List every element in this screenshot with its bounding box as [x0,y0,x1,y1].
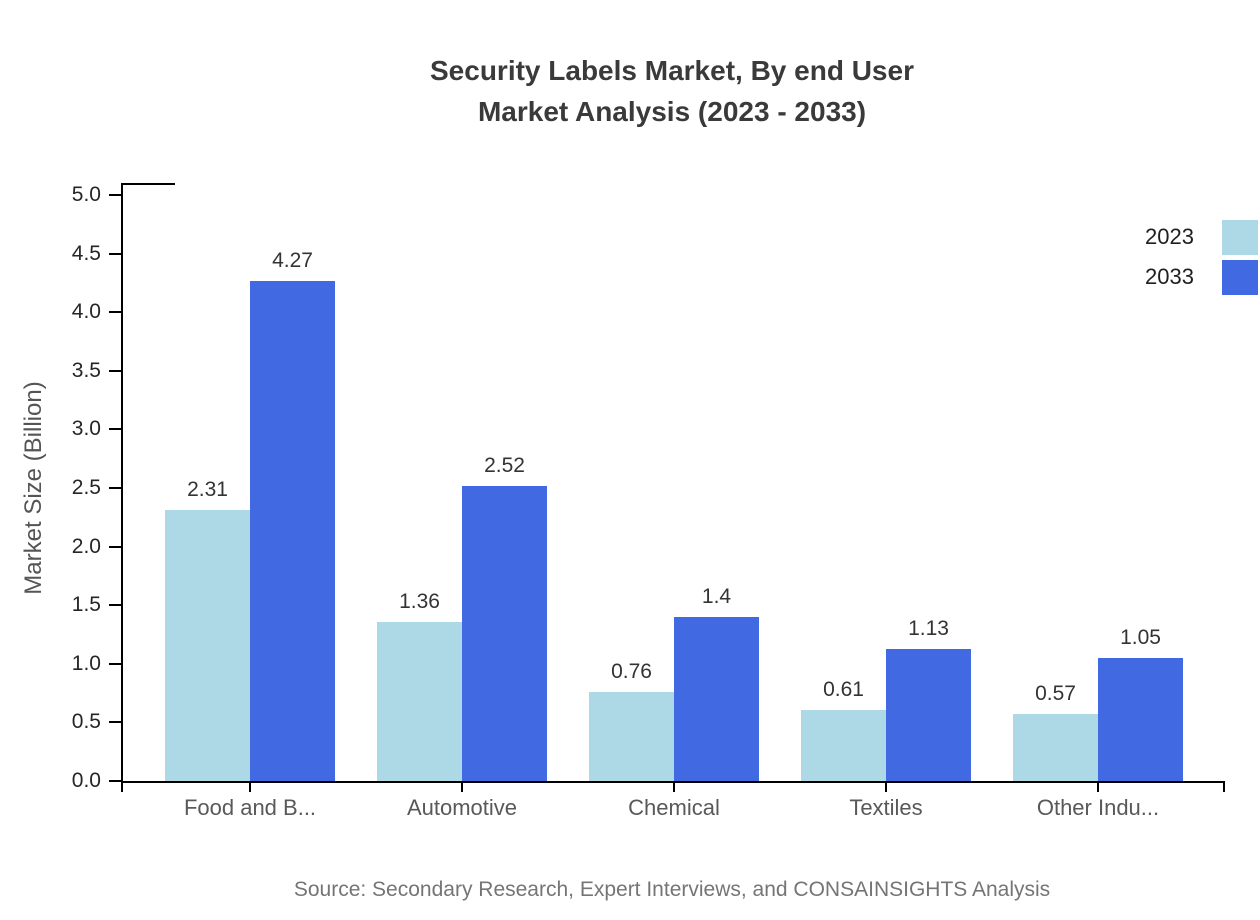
bar-2033-4 [886,649,971,781]
y-axis-tick [109,780,121,782]
x-axis-tick [249,783,251,792]
bar-value-label-2023-4: 0.61 [823,678,864,701]
y-axis-tick [109,428,121,431]
legend-swatch-2033 [1222,259,1258,295]
bar-2023-3 [589,692,674,781]
x-axis-category-label: Chemical [628,795,720,820]
y-axis-tick [109,721,121,724]
y-axis-tick-label: 2.0 [71,534,101,558]
y-axis-spine-extension [121,183,123,195]
bar-2023-4 [801,710,886,781]
y-axis-tick [109,252,121,255]
x-axis-tick [885,783,887,792]
page-title: Security Labels Market, By end User Mark… [121,50,1223,132]
bar-2023-2 [377,622,462,781]
y-axis-tick [109,604,121,607]
plot-area: 0.0 0.5 1.0 1.5 2.0 2.5 3.0 3.5 4.0 4.5 5.0 Food an… [72,183,1225,820]
y-axis-tick-label: 5.0 [71,183,101,206]
y-axis-tick-label: 3.0 [71,417,101,441]
y-axis-tick-label: 0.5 [71,710,101,734]
bar-value-label-2033-3: 1.4 [701,585,732,608]
legend-label-2023: 2023 [1145,224,1194,249]
bar-2033-5 [1098,658,1183,781]
legend: 2023 2033 [1145,219,1258,295]
chart-title-line1: Security Labels Market, By end User [430,55,914,86]
x-axis-tick [461,783,463,792]
source-note: Source: Secondary Research, Expert Inter… [293,878,1051,901]
legend-item-2033: 2033 [1145,259,1258,295]
y-axis-tick [109,487,121,489]
y-axis-tick [109,194,121,196]
legend-item-2023: 2023 [1145,219,1258,255]
bar-value-label-2023-3: 0.76 [611,660,652,683]
x-axis-category-label: Food and B... [183,795,317,820]
y-axis-tick-label: 3.5 [71,358,101,382]
x-axis-tick [1097,783,1099,792]
bar-2033-2 [462,486,547,781]
bar-2023-1 [165,510,250,781]
bar-value-label-2023-1: 2.31 [187,478,228,501]
y-axis-tick-label: 1.5 [71,593,101,617]
legend-label-2033: 2033 [1145,264,1194,289]
bar-2023-5 [1013,714,1098,781]
y-axis-tick-label: 4.0 [71,300,101,324]
x-axis-category-label: Textiles [849,795,923,820]
y-axis-tick [109,369,121,372]
x-axis-tick [673,783,675,792]
bar-value-label-2023-5: 0.57 [1035,682,1076,705]
bar-value-label-2023-2: 1.36 [399,590,440,613]
y-axis-top-cap [121,183,175,185]
y-axis-tick [109,311,121,314]
bar-value-label-2033-1: 4.27 [272,249,313,272]
legend-swatch-2023 [1222,219,1258,255]
y-axis-tick-label: 0.0 [71,769,101,792]
x-axis-end-tick-right [1223,783,1225,792]
y-axis-tick-label: 2.5 [71,476,101,499]
y-axis-tick [109,545,121,548]
bar-value-label-2033-5: 1.05 [1120,626,1161,649]
bar-value-label-2033-4: 1.13 [908,617,949,640]
bar-2033-3 [674,617,759,781]
y-axis-title: Market Size (Billion) [20,381,47,595]
chart-title-line2: Market Analysis (2023 - 2033) [477,96,867,127]
bar-value-label-2033-2: 2.52 [484,454,525,477]
x-axis-category-label: Other Indu... [1036,795,1160,820]
y-axis-tick [109,662,121,665]
x-axis-end-tick-left [121,783,123,792]
y-axis-tick-label: 1.0 [71,651,101,675]
bar-2033-1 [250,281,335,781]
x-axis-category-label: Automotive [406,795,518,820]
y-axis-tick-label: 4.5 [71,241,101,265]
